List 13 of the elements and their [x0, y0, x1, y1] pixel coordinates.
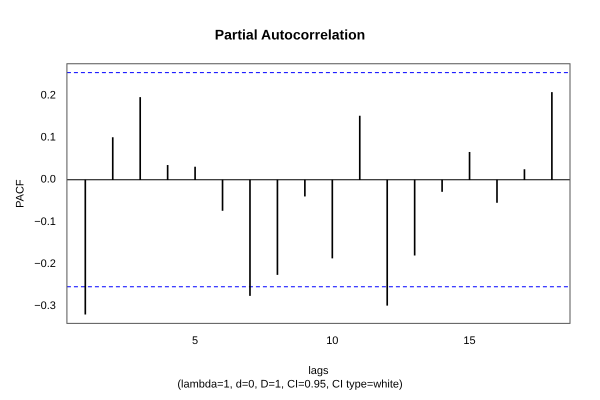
text: (lambda=1, d=0, D=1, CI=0.95, CI type=white): [177, 378, 403, 390]
x-axis-title: lags: [308, 365, 330, 378]
y-tick-label: −0.3: [34, 300, 56, 312]
x-tick-label: 5: [192, 335, 198, 348]
y-tick-label: 0.0: [40, 174, 56, 186]
y-tick-label: 0.1: [40, 132, 56, 144]
y-tick-label: −0.2: [34, 258, 56, 270]
y-tick-label: 0.2: [40, 89, 56, 102]
y-tick-label: −0.1: [34, 216, 56, 228]
x-tick-label: 10: [326, 335, 338, 348]
x-tick-label: 15: [463, 335, 476, 348]
chart-title: Partial Autocorrelation: [214, 26, 366, 42]
y-axis-title: PACF: [14, 179, 27, 208]
